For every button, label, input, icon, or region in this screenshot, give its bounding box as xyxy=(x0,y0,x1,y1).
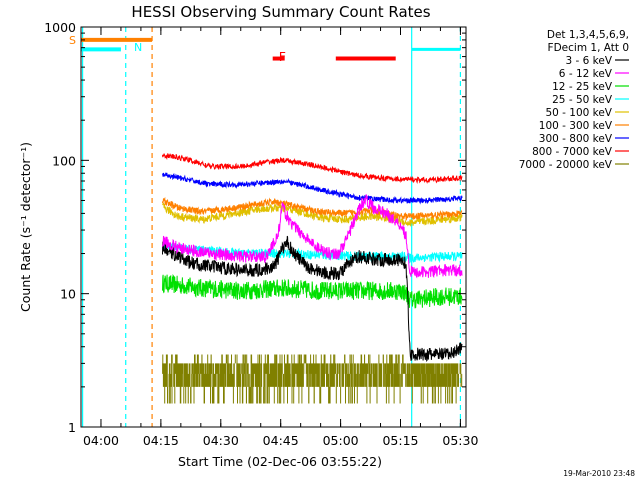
legend-label: 6 - 12 keV xyxy=(559,68,613,80)
series-line-7 xyxy=(162,152,463,185)
x-tick-label: 04:45 xyxy=(263,433,299,448)
vertical-markers xyxy=(81,27,462,427)
legend-label: 12 - 25 keV xyxy=(552,81,613,93)
saa-s-label: S xyxy=(69,34,76,47)
legend-label: 800 - 7000 keV xyxy=(532,146,613,158)
x-tick-label: 05:15 xyxy=(382,433,418,448)
y-axis-label: Count Rate (s⁻¹ detector⁻¹) xyxy=(18,142,33,312)
legend-label: 100 - 300 keV xyxy=(539,120,613,132)
legend-label: 25 - 50 keV xyxy=(552,94,613,106)
x-tick-label: 04:15 xyxy=(143,433,179,448)
flag-layer: F S N xyxy=(69,34,461,64)
series-line-5 xyxy=(162,196,463,221)
y-tick-label: 10 xyxy=(60,287,76,302)
legend-label: 7000 - 20000 keV xyxy=(519,159,613,171)
series-line-2 xyxy=(162,273,463,309)
series-line-3 xyxy=(162,241,463,264)
x-tick-label: 05:00 xyxy=(323,433,359,448)
legend-label: 50 - 100 keV xyxy=(545,107,612,119)
x-tick-label: 04:00 xyxy=(83,433,119,448)
plot-frame xyxy=(80,26,467,428)
series-layer xyxy=(162,152,463,404)
legend-label: 300 - 800 keV xyxy=(539,133,613,145)
y-tick-label: 100 xyxy=(52,153,76,168)
flare-flag-label: F xyxy=(279,49,286,64)
series-line-6 xyxy=(162,172,463,205)
axis-ticks: 04:00 04:15 04:30 04:45 05:00 05:15 05:30 1 10 10… xyxy=(44,20,478,448)
saa-n-label: N xyxy=(134,41,142,54)
series-line-4 xyxy=(162,202,463,227)
chart-title: HESSI Observing Summary Count Rates xyxy=(131,3,430,21)
y-tick-label: 1 xyxy=(68,420,76,435)
legend-label: 3 - 6 keV xyxy=(565,55,612,67)
plot-axes xyxy=(80,26,467,428)
x-tick-label: 05:30 xyxy=(442,433,478,448)
legend: Det 1,3,4,5,6,9, FDecim 1, Att 0 3 - 6 k… xyxy=(519,29,629,171)
series-line-1 xyxy=(162,193,463,279)
legend-header-line-1: Det 1,3,4,5,6,9, xyxy=(547,29,629,41)
y-tick-label: 1000 xyxy=(44,20,76,35)
x-axis-label: Start Time (02-Dec-06 03:55:22) xyxy=(178,454,382,469)
series-line-0 xyxy=(162,235,463,363)
x-tick-label: 04:30 xyxy=(203,433,239,448)
legend-header-line-2: FDecim 1, Att 0 xyxy=(548,42,629,54)
footer-timestamp: 19-Mar-2010 23:48 xyxy=(563,469,635,478)
